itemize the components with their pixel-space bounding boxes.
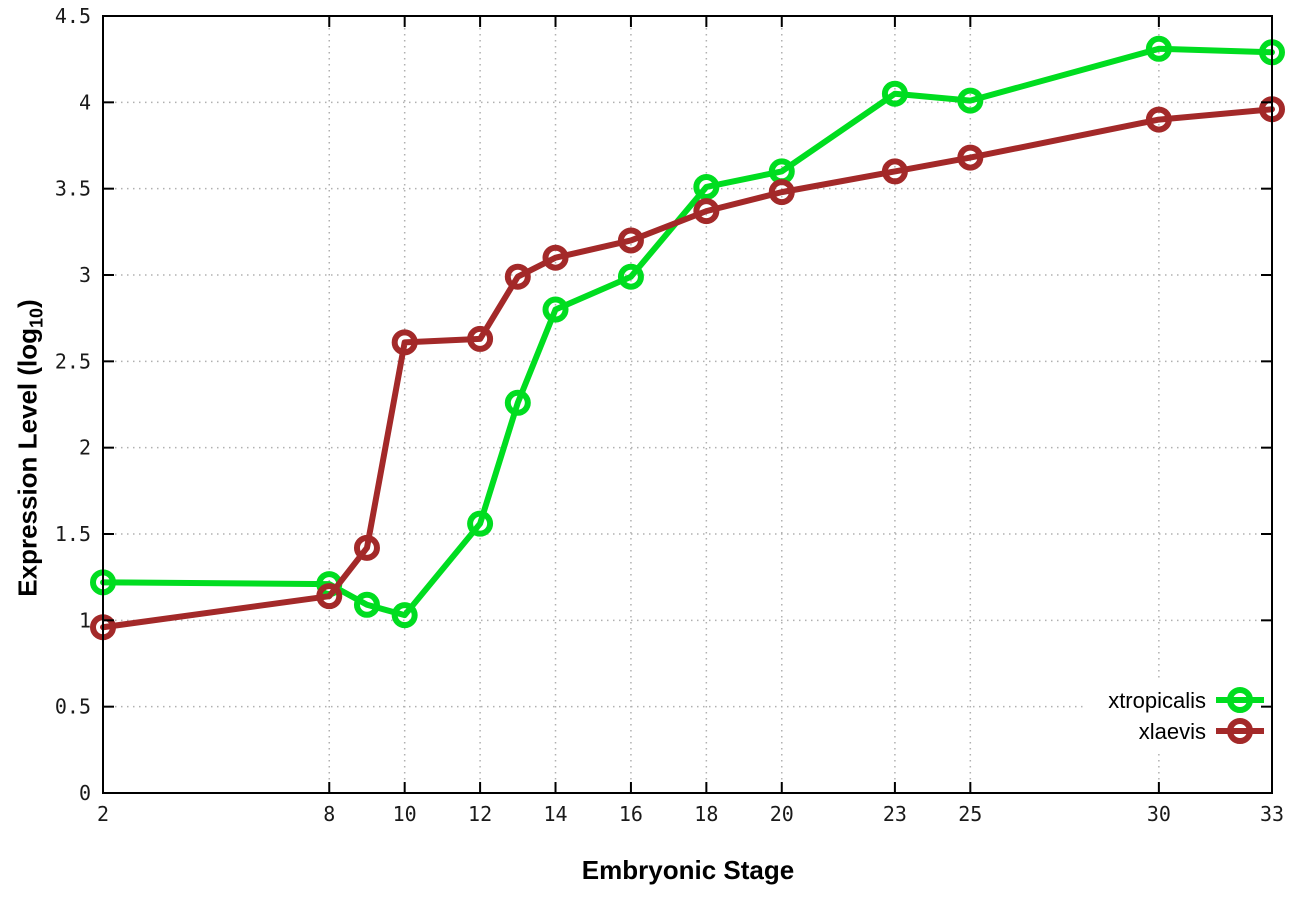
y-axis-title-suffix: ) xyxy=(12,299,43,308)
y-tick-label: 2 xyxy=(79,436,91,460)
data-point-xlaevis xyxy=(353,534,380,561)
x-tick-label: 18 xyxy=(694,802,718,826)
y-tick-label: 3 xyxy=(79,263,91,287)
legend-label-xlaevis: xlaevis xyxy=(1139,719,1206,744)
data-point-xtropicalis xyxy=(881,80,908,107)
data-point-xlaevis xyxy=(693,198,720,225)
y-tick-label: 2.5 xyxy=(55,349,91,373)
y-tick-label: 1.5 xyxy=(55,522,91,546)
x-tick-label: 23 xyxy=(883,802,907,826)
y-tick-label: 3.5 xyxy=(55,177,91,201)
data-point-xtropicalis xyxy=(391,602,418,629)
data-point-xtropicalis xyxy=(1145,35,1172,62)
x-tick-label: 14 xyxy=(543,802,567,826)
data-point-xlaevis xyxy=(504,263,531,290)
data-point-xtropicalis xyxy=(957,87,984,114)
data-point-xlaevis xyxy=(957,144,984,171)
legend-sample-marker-xtropicalis xyxy=(1227,687,1253,713)
legend-label-xtropicalis: xtropicalis xyxy=(1108,688,1206,713)
data-point-xlaevis xyxy=(316,583,343,610)
data-point-xlaevis xyxy=(391,329,418,356)
x-tick-label: 2 xyxy=(97,802,109,826)
y-tick-label: 1 xyxy=(79,608,91,632)
plot-border xyxy=(102,15,1273,794)
x-tick-label: 30 xyxy=(1147,802,1171,826)
y-tick-label: 4 xyxy=(79,90,91,114)
x-tick-label: 8 xyxy=(323,802,335,826)
data-point-xtropicalis xyxy=(542,296,569,323)
y-tick-label: 0 xyxy=(79,781,91,805)
y-axis-title-text: Expression Level (log xyxy=(12,327,43,597)
series-line-xlaevis xyxy=(100,106,1275,631)
data-point-xtropicalis xyxy=(353,591,380,618)
data-point-xlaevis xyxy=(467,325,494,352)
data-point-xtropicalis xyxy=(617,263,644,290)
x-tick-label: 10 xyxy=(393,802,417,826)
y-axis-title: Expression Level (log10) xyxy=(13,299,48,596)
x-tick-label: 33 xyxy=(1260,802,1284,826)
data-point-xtropicalis xyxy=(693,173,720,200)
data-point-xtropicalis xyxy=(504,389,531,416)
data-point-xlaevis xyxy=(617,227,644,254)
x-tick-label: 20 xyxy=(770,802,794,826)
y-axis-title-subscript: 10 xyxy=(26,307,47,328)
x-axis-title: Embryonic Stage xyxy=(581,855,795,885)
legend-sample-marker-xlaevis xyxy=(1227,718,1253,744)
y-tick-label: 0.5 xyxy=(55,695,91,719)
data-point-xlaevis xyxy=(768,179,795,206)
y-tick-label: 4.5 xyxy=(55,4,91,28)
x-tick-label: 25 xyxy=(958,802,982,826)
x-tick-label: 16 xyxy=(619,802,643,826)
data-point-xtropicalis xyxy=(467,510,494,537)
x-tick-label: 12 xyxy=(468,802,492,826)
data-point-xlaevis xyxy=(881,158,908,185)
data-point-xlaevis xyxy=(1145,106,1172,133)
data-point-xlaevis xyxy=(542,244,569,271)
